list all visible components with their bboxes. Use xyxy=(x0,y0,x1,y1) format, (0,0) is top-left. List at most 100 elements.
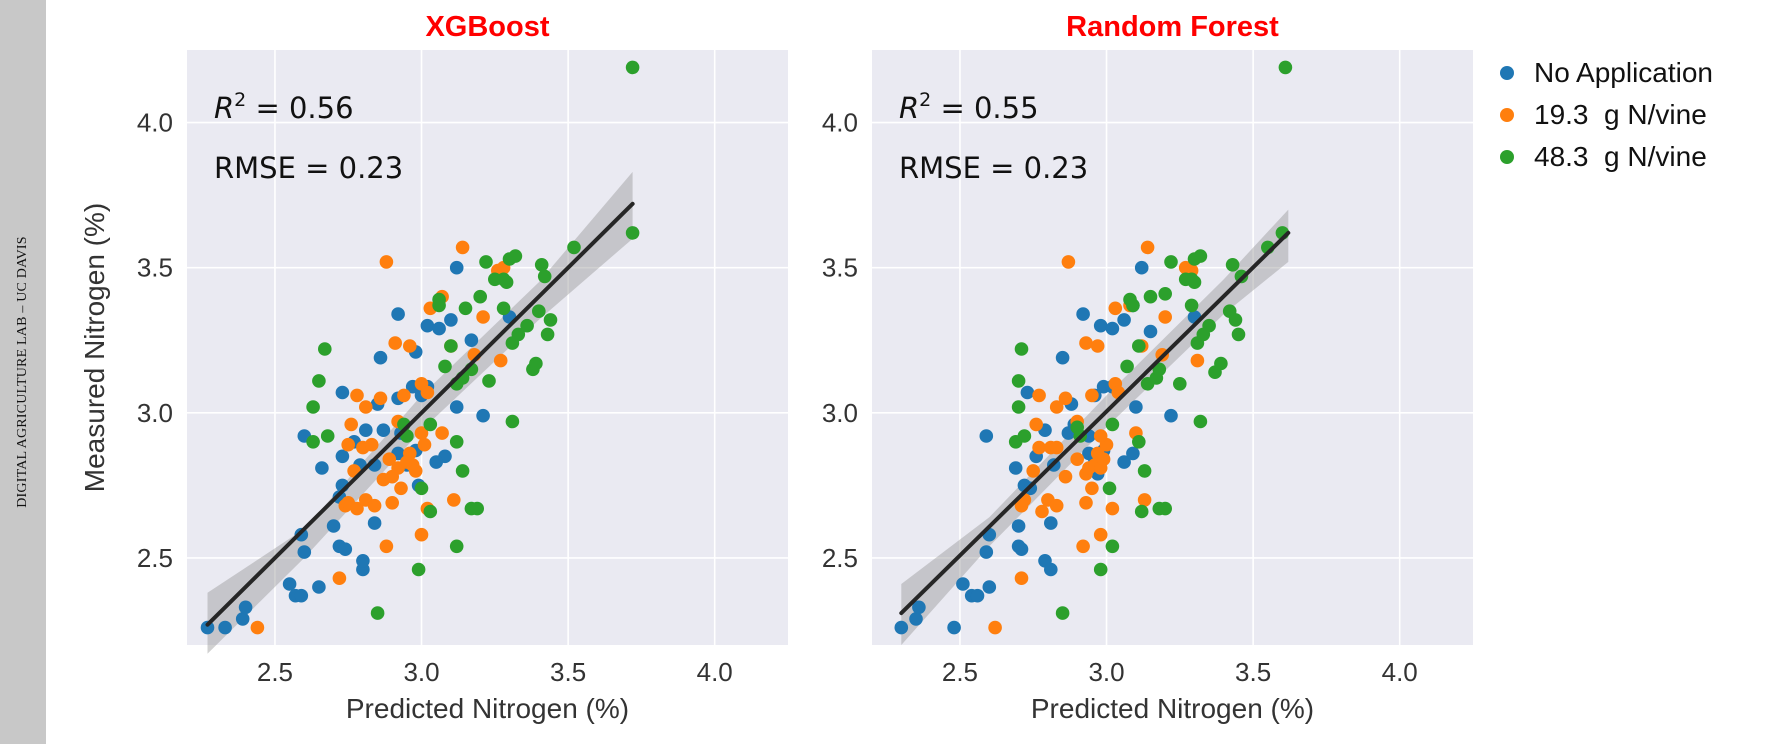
data-point xyxy=(1158,501,1172,516)
data-point xyxy=(1193,249,1208,263)
data-point xyxy=(367,498,382,513)
chart-panel-xgboost: 2.5 3.0 3.5 4.0 2.5 3.0 3.5 4.0 Predicted Nitrog… xyxy=(79,11,788,724)
rmse-annotation: RMSE = 0.23 xyxy=(214,151,403,185)
data-point xyxy=(449,539,464,554)
data-point xyxy=(1093,318,1108,333)
data-point xyxy=(449,400,464,414)
data-point xyxy=(1049,498,1064,513)
data-point xyxy=(499,275,514,290)
data-point xyxy=(1014,542,1029,556)
data-point xyxy=(956,577,970,591)
data-point xyxy=(1126,298,1140,313)
data-point xyxy=(1140,240,1155,255)
data-point xyxy=(1093,562,1108,577)
data-point xyxy=(567,240,581,255)
data-point xyxy=(447,493,461,507)
data-point xyxy=(423,504,438,519)
data-point xyxy=(511,327,526,342)
legend-item-48-3-g-n-vine: 48.3 g N/vine xyxy=(1500,136,1713,178)
data-point xyxy=(364,437,379,452)
data-point xyxy=(1055,350,1070,365)
data-point xyxy=(508,249,523,263)
data-point xyxy=(540,327,555,342)
legend-marker-48-3-g-n-vine xyxy=(1500,150,1514,164)
data-point xyxy=(1228,313,1243,327)
x-axis-label: Predicted Nitrogen (%) xyxy=(1031,693,1314,724)
data-point xyxy=(359,423,373,438)
regression-line xyxy=(899,230,1291,616)
data-point xyxy=(482,374,496,388)
data-point xyxy=(1137,464,1152,478)
data-point xyxy=(350,388,364,403)
data-point xyxy=(1105,417,1120,432)
data-point xyxy=(1011,519,1026,533)
data-point xyxy=(1105,501,1120,516)
data-point xyxy=(1193,414,1208,429)
data-point xyxy=(388,336,403,350)
data-point xyxy=(1134,260,1149,275)
data-point xyxy=(1011,400,1026,414)
data-point xyxy=(250,620,265,635)
data-point xyxy=(455,464,470,478)
data-point xyxy=(625,226,640,240)
data-point xyxy=(909,612,923,626)
data-point xyxy=(1143,289,1158,304)
data-point xyxy=(379,539,394,554)
data-point xyxy=(1225,258,1240,272)
data-point xyxy=(432,298,446,313)
data-point xyxy=(1129,400,1143,414)
legend-item-19-3-g-n-vine: 19.3 g N/vine xyxy=(1500,94,1713,136)
data-point xyxy=(411,562,426,577)
regression-line xyxy=(205,201,635,627)
data-point xyxy=(458,301,473,316)
data-point xyxy=(306,400,320,414)
data-point xyxy=(382,452,397,467)
data-point xyxy=(438,359,452,374)
data-point xyxy=(1126,446,1140,461)
y-tick-label: 3.0 xyxy=(137,398,173,428)
data-point xyxy=(1190,353,1205,368)
data-point xyxy=(306,435,320,449)
y-axis-label: Measured Nitrogen (%) xyxy=(79,203,110,492)
data-point xyxy=(1132,435,1146,449)
data-point xyxy=(1026,464,1040,478)
data-point xyxy=(1079,336,1093,350)
data-point xyxy=(282,577,297,591)
data-point xyxy=(238,600,253,615)
data-point xyxy=(520,318,534,333)
data-point xyxy=(449,260,464,275)
data-point xyxy=(1093,527,1108,542)
data-point xyxy=(979,429,994,443)
data-point xyxy=(543,313,558,327)
chart-title: Random Forest xyxy=(1066,11,1279,43)
data-point xyxy=(435,426,449,440)
x-tick-label: 3.0 xyxy=(403,657,439,687)
data-point xyxy=(397,388,411,403)
data-point xyxy=(356,554,370,568)
r-squared-exponent: 2 xyxy=(234,89,246,111)
r-squared-symbol: R xyxy=(899,91,919,125)
data-point xyxy=(970,588,985,603)
data-point xyxy=(414,426,429,440)
data-point xyxy=(464,333,479,348)
data-point xyxy=(414,481,429,496)
data-point xyxy=(1132,339,1146,353)
data-point xyxy=(391,307,405,321)
data-point xyxy=(1029,417,1043,432)
data-point xyxy=(335,385,350,400)
data-point xyxy=(429,455,444,469)
data-point xyxy=(420,385,435,400)
data-point xyxy=(432,321,446,336)
r-squared-value: = 0.56 xyxy=(246,91,353,125)
data-point xyxy=(912,600,926,615)
data-point xyxy=(988,620,1002,635)
data-point xyxy=(1102,481,1117,496)
data-point xyxy=(505,414,520,429)
r-squared-value: = 0.55 xyxy=(931,91,1038,125)
data-point xyxy=(320,429,335,443)
y-tick-label: 3.5 xyxy=(137,253,173,283)
data-point xyxy=(1014,342,1029,356)
data-point xyxy=(476,310,490,324)
data-point xyxy=(200,620,215,635)
data-point xyxy=(297,545,312,559)
